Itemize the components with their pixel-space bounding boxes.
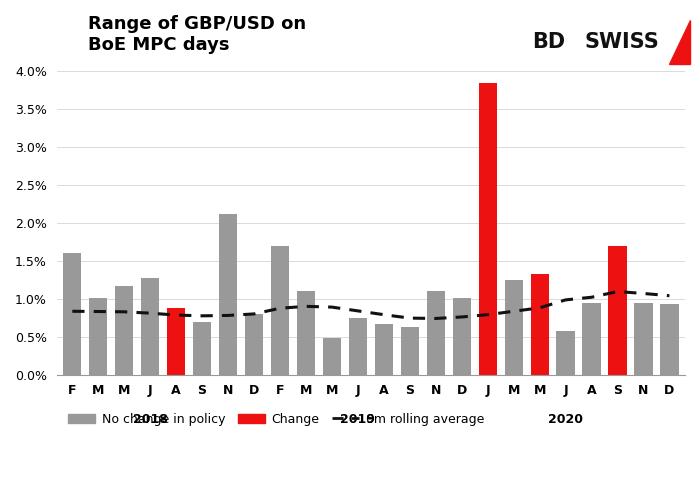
- Bar: [531, 274, 549, 374]
- Bar: [634, 302, 652, 374]
- Bar: [63, 253, 81, 374]
- Bar: [582, 302, 601, 374]
- Bar: [193, 322, 211, 374]
- Text: 2018: 2018: [133, 413, 167, 426]
- Text: SWISS: SWISS: [584, 32, 659, 52]
- Bar: [400, 327, 419, 374]
- Bar: [115, 286, 133, 374]
- Bar: [89, 298, 107, 374]
- Bar: [349, 318, 367, 374]
- Bar: [141, 278, 160, 374]
- Text: 2019: 2019: [340, 413, 375, 426]
- Text: BD: BD: [532, 32, 565, 52]
- Text: Range of GBP/USD on
BoE MPC days: Range of GBP/USD on BoE MPC days: [88, 15, 307, 54]
- Bar: [505, 280, 523, 374]
- Bar: [479, 82, 497, 374]
- Legend: No change in policy, Change, 6m rolling average: No change in policy, Change, 6m rolling …: [63, 408, 489, 431]
- Bar: [167, 308, 186, 374]
- Bar: [323, 338, 341, 374]
- Bar: [219, 214, 237, 374]
- Bar: [271, 246, 289, 374]
- Bar: [556, 331, 575, 374]
- Bar: [660, 304, 678, 374]
- Bar: [297, 291, 315, 374]
- Bar: [245, 314, 263, 374]
- Text: 2020: 2020: [548, 413, 583, 426]
- Bar: [374, 324, 393, 374]
- Bar: [427, 291, 445, 374]
- Bar: [608, 246, 626, 374]
- Bar: [453, 298, 471, 374]
